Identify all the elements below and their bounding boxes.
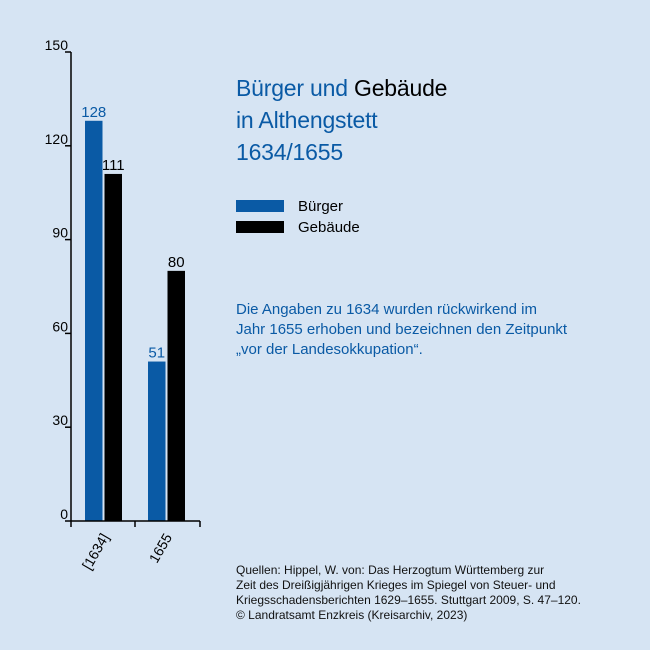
legend-label-gebaeude: Gebäude — [298, 218, 360, 236]
x-tick-label: [1634] — [79, 531, 112, 573]
data-label: 51 — [148, 345, 165, 362]
legend: Bürger Gebäude — [236, 196, 360, 238]
copyright-line: © Landratsamt Enzkreis (Kreisarchiv, 202… — [236, 608, 468, 622]
bar — [85, 120, 103, 521]
data-label: 128 — [81, 104, 106, 121]
title-line-3: 1634/1655 — [236, 139, 343, 165]
bar — [104, 173, 122, 521]
legend-item-buerger: Bürger — [236, 196, 360, 216]
data-label: 111 — [102, 157, 125, 174]
source-text: Quellen: Hippel, W. von: Das Herzogtum W… — [236, 563, 581, 623]
y-tick-label: 30 — [52, 412, 68, 428]
note-line: Jahr 1655 erhoben und bezeichnen den Zei… — [236, 321, 568, 338]
source-line: Kriegsschadensberichten 1629–1655. Stutt… — [236, 593, 581, 607]
y-tick-label: 0 — [60, 506, 68, 522]
note-text: Die Angaben zu 1634 wurden rückwirkend i… — [236, 300, 636, 360]
y-axis: 0 30 60 90 120 150 — [45, 37, 72, 522]
y-tick-label: 60 — [52, 318, 68, 334]
y-tick-label: 90 — [52, 225, 68, 241]
title-line-1: Bürger und Gebäude — [236, 72, 447, 104]
bar — [167, 270, 185, 521]
x-tick-label: 1655 — [146, 530, 176, 565]
legend-swatch-gebaeude — [236, 221, 284, 233]
chart-title: Bürger und Gebäude in Althengstett 1634/… — [236, 72, 447, 168]
note-line: „vor der Landesokkupation“. — [236, 341, 423, 358]
legend-item-gebaeude: Gebäude — [236, 217, 360, 237]
legend-label-buerger: Bürger — [298, 197, 344, 215]
x-axis: [1634] 1655 — [70, 520, 201, 573]
bars: 128 111 51 80 — [81, 104, 185, 521]
source-line: Quellen: Hippel, W. von: Das Herzogtum W… — [236, 563, 545, 577]
legend-swatch-buerger — [236, 200, 284, 212]
y-tick-label: 120 — [45, 131, 69, 147]
y-tick-label: 150 — [45, 37, 69, 53]
bar — [148, 361, 166, 521]
note-line: Die Angaben zu 1634 wurden rückwirkend i… — [236, 301, 538, 318]
title-gebaeude-word: Gebäude — [354, 75, 448, 101]
title-buerger-word: Bürger und — [236, 75, 348, 101]
data-label: 80 — [168, 254, 185, 271]
source-line: Zeit des Dreißigjährigen Krieges im Spie… — [236, 578, 556, 592]
title-line-2: in Althengstett — [236, 107, 378, 133]
